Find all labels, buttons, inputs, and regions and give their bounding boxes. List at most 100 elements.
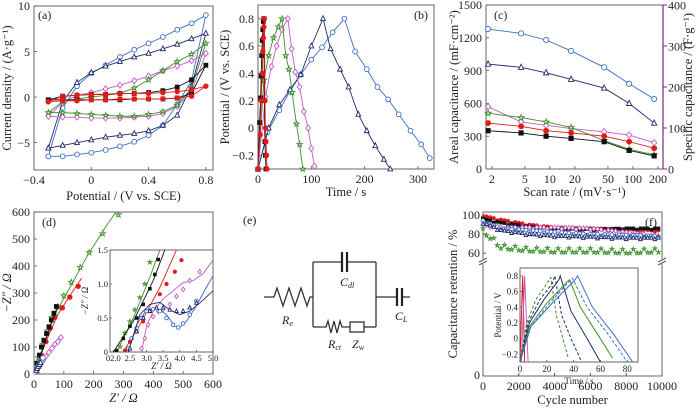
square-marker <box>638 226 643 231</box>
diamond-marker <box>57 333 64 342</box>
zw-label: Zw <box>352 337 365 352</box>
circle-marker <box>568 47 575 54</box>
square-marker <box>114 348 119 352</box>
panel-a-cv-curves: −0.4 0 0.4 0.8 −5 0 5 10 (a) Potential / (V vs. S… <box>0 0 214 203</box>
inset-x-axis-title: Time / s <box>564 376 594 386</box>
square-marker <box>543 133 549 139</box>
star-marker <box>264 51 273 59</box>
dot-marker <box>543 127 550 134</box>
square-marker <box>203 62 209 68</box>
triangle-marker <box>612 234 618 240</box>
triangle-marker <box>641 234 647 240</box>
y-tick-label: 0.2 <box>507 318 518 328</box>
circle-marker <box>395 111 402 118</box>
dot-marker <box>164 281 169 287</box>
y-tick-label: 0.8 <box>239 12 254 26</box>
star-marker <box>644 249 651 256</box>
diamond-marker <box>180 286 186 293</box>
star-marker <box>292 119 301 128</box>
circle-marker <box>566 230 572 236</box>
triangle-marker <box>552 234 558 240</box>
circle-marker <box>352 48 358 55</box>
star-marker <box>622 249 630 257</box>
star-marker <box>497 244 505 252</box>
triangle-marker <box>517 63 525 70</box>
triangle-marker <box>505 227 511 234</box>
star-marker <box>569 248 576 256</box>
dot-marker <box>601 133 608 140</box>
star-marker <box>136 294 144 301</box>
y-tick-label: 0 <box>474 368 480 382</box>
square-marker <box>36 352 42 358</box>
re-resistor <box>264 285 313 309</box>
diamond-marker <box>197 268 203 275</box>
triangle-marker <box>159 44 167 52</box>
rct-label: Rct <box>327 337 342 352</box>
square-marker <box>189 91 194 96</box>
triangle-marker <box>591 233 597 239</box>
series-black-square <box>485 128 657 159</box>
diamond-marker <box>284 15 291 23</box>
dot-marker <box>117 96 123 102</box>
x-tick-label: 80 <box>623 364 633 374</box>
x-tick-label: 5 <box>522 172 528 186</box>
star-marker <box>173 57 182 65</box>
star-marker <box>544 244 551 251</box>
dot-marker <box>260 48 266 55</box>
circle-marker <box>329 29 336 36</box>
circle-marker <box>426 155 433 161</box>
star-marker <box>44 108 53 116</box>
diamond-marker <box>150 313 156 320</box>
square-marker <box>642 226 646 231</box>
diamond-marker <box>625 131 633 139</box>
diamond-marker <box>288 45 295 53</box>
square-marker <box>153 272 157 277</box>
diamond-marker <box>598 226 604 233</box>
inset-series-navy-dashed <box>520 275 583 362</box>
triangle-marker <box>276 100 283 108</box>
dot-marker <box>117 90 123 97</box>
x-tick-label: 200 <box>356 172 374 186</box>
diamond-marker <box>292 68 299 76</box>
star-marker <box>76 263 85 271</box>
x-tick-label: 20 <box>569 172 581 186</box>
square-marker <box>257 120 262 125</box>
diamond-marker <box>552 224 557 231</box>
y-tick-label: 400 <box>12 259 30 273</box>
square-marker <box>259 53 265 58</box>
circle-marker <box>145 132 152 139</box>
star-marker <box>608 245 616 252</box>
re-label: Re <box>281 313 293 328</box>
y-tick-label: −5 <box>17 136 30 150</box>
star-marker <box>558 248 566 256</box>
triangle-marker <box>598 233 604 239</box>
axis-break-gap <box>659 259 665 264</box>
x-tick-label: 100 <box>302 172 320 186</box>
triangle-marker <box>487 222 493 228</box>
star-marker <box>651 245 659 252</box>
dot-marker <box>59 305 66 311</box>
triangle-marker <box>648 234 654 240</box>
dot-marker <box>626 138 633 145</box>
triangle-marker <box>516 229 522 235</box>
circle-marker <box>164 315 169 321</box>
x-tick-label: 200 <box>85 377 103 391</box>
star-marker <box>626 249 634 256</box>
triangle-marker <box>620 234 626 240</box>
diamond-marker <box>311 162 318 170</box>
star-marker <box>579 248 587 256</box>
triangle-marker <box>174 40 181 47</box>
x-tick-label: 0 <box>31 377 37 391</box>
fit-line <box>141 259 213 352</box>
y-tick-label: 0.2 <box>239 94 254 108</box>
series-magenta-diamond <box>255 15 318 173</box>
series-red-dot <box>485 120 658 152</box>
triangle-marker <box>484 220 490 226</box>
y-tick-label: −0.2 <box>232 149 254 163</box>
square-marker <box>141 302 146 307</box>
triangle-marker <box>187 304 193 310</box>
dot-marker <box>188 87 195 93</box>
triangle-marker <box>544 232 550 238</box>
triangle-marker <box>387 165 394 172</box>
